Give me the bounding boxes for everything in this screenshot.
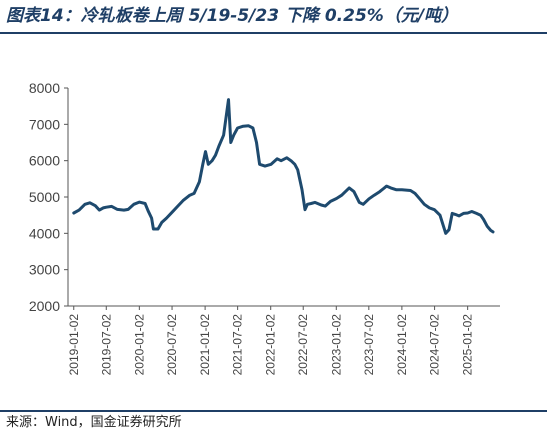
source-rule xyxy=(0,410,547,412)
y-tick-label: 3000 xyxy=(29,262,60,278)
x-tick-label: 2020-07-02 xyxy=(165,314,179,376)
y-tick-label: 6000 xyxy=(29,153,60,169)
y-tick-label: 5000 xyxy=(29,189,60,205)
x-tick-label: 2022-01-02 xyxy=(264,314,278,376)
series-lines xyxy=(72,98,495,235)
y-tick-label: 7000 xyxy=(29,116,60,132)
x-tick-label: 2024-01-02 xyxy=(395,314,409,376)
x-tick-label: 2019-07-02 xyxy=(99,314,113,376)
x-tick-label: 2020-01-02 xyxy=(132,314,146,376)
x-tick-label: 2021-07-02 xyxy=(231,314,245,376)
figure-title: 图表14：冷轧板卷上周 5/19-5/23 下降 0.25%（元/吨） xyxy=(6,6,459,26)
x-tick-label: 2023-07-02 xyxy=(362,314,376,376)
y-tick-label: 8000 xyxy=(29,80,60,96)
x-tick-label: 2025-01-02 xyxy=(461,314,475,376)
source-note: 来源：Wind，国金证券研究所 xyxy=(6,415,182,430)
series-line xyxy=(72,98,495,235)
title-rule xyxy=(0,32,547,34)
x-tick-label: 2022-07-02 xyxy=(296,314,310,376)
y-tick-label: 2000 xyxy=(29,298,60,314)
y-axis: 2000 3000 4000 5000 6000 7000 8000 xyxy=(29,80,69,314)
x-tick-label: 2023-01-02 xyxy=(329,314,343,376)
x-tick-label: 2019-01-02 xyxy=(67,314,81,376)
x-axis: 2019-01-02 2019-07-02 2020-01-02 2020-07-02… xyxy=(67,305,500,376)
x-tick-label: 2021-01-02 xyxy=(198,314,212,376)
x-tick-label: 2024-07-02 xyxy=(428,314,442,376)
y-tick-label: 4000 xyxy=(29,225,60,241)
